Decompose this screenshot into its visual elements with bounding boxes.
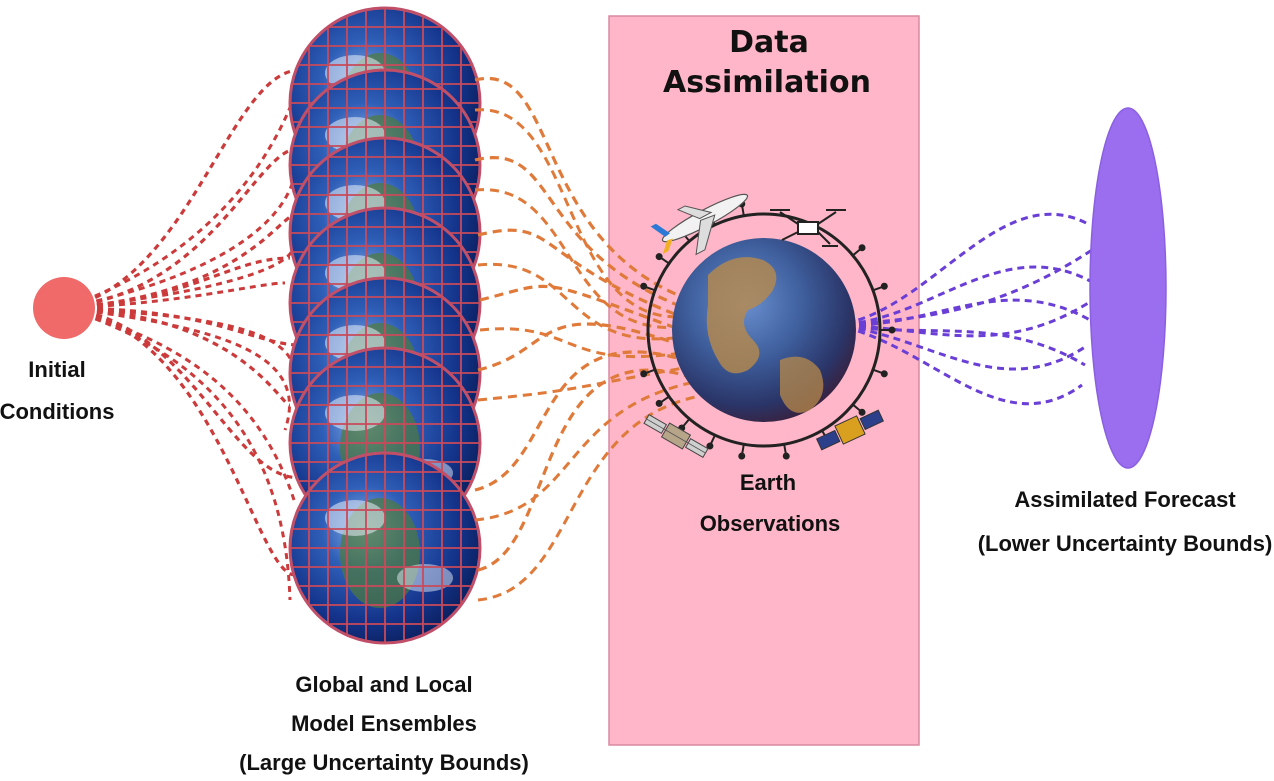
ground-station-icon [706,434,716,450]
forecast-label-line1: Assimilated Forecast [1014,487,1236,512]
observations-label-line2: Observations [700,511,841,536]
initial-link [63,306,292,601]
ensemble-link [479,284,696,337]
drone-icon [770,209,846,247]
initial-link [63,213,296,310]
initial-link [63,306,297,371]
forecast-link [834,323,1083,406]
ensemble-link [474,108,696,319]
model-ensemble-globes [288,6,482,645]
ground-station-icon [852,403,866,416]
forecast-uncertainty-ellipse [1089,107,1167,469]
ground-station-icon [655,395,670,407]
initial-label-line2: Conditions [0,399,114,424]
ground-station-icon [872,368,888,378]
initial-link [63,94,297,310]
observations-label-line1: Earth [740,470,796,495]
airplane-icon [650,193,749,256]
ensemble-link [477,322,696,372]
ensembles-label-line2: Model Ensembles [291,711,477,736]
initial-link [63,306,301,480]
ground-station-icon [782,444,790,460]
panel-title-line2: Assimilation [663,65,871,100]
ground-station-icon [738,444,746,460]
continent-shape [780,356,824,413]
ensemble-link [474,378,706,522]
initial-link [63,306,291,431]
satellite-icon [643,413,709,459]
initial-conditions-dot [33,277,95,339]
initial-link [63,172,297,310]
continent-shape [706,257,777,374]
ensemble-globe-icon [288,451,482,645]
ensemble-link [474,76,691,302]
ensemble-link [479,327,701,359]
ensemble-link [477,363,701,402]
panel-title-line1: Data [729,25,809,60]
observation-to-forecast-links [834,212,1094,406]
forecast-link [834,323,1086,367]
ground-station-icon [852,244,866,257]
ensemble-link [477,393,706,602]
ensemble-link [477,262,696,341]
ensembles-label-line3: (Large Uncertainty Bounds) [239,750,529,775]
initial-link [63,306,291,407]
initial-link [63,306,296,577]
initial-link [63,256,291,310]
ensemble-to-observation-links [474,76,706,602]
ground-station-icon [640,282,656,292]
initial-link [63,306,301,347]
forecast-label-line2: (Lower Uncertainty Bounds) [978,531,1273,556]
forecast-link [834,265,1093,327]
earth-observations-graphic [640,193,896,460]
ensembles-label-line1: Global and Local [295,672,472,697]
initial-condition-links [63,68,301,601]
ground-station-icon [640,368,656,378]
satellite-icon [815,409,885,451]
ensemble-link [474,350,701,492]
ground-station-icon [655,253,670,265]
ensemble-link [477,368,701,572]
initial-label-line1: Initial [28,357,85,382]
ground-station-icon [872,282,888,292]
ground-station-icon [880,326,896,334]
initial-link [63,281,286,310]
ensemble-link [474,156,691,312]
forecast-link [834,212,1091,327]
ensemble-link [477,228,691,322]
forecast-link [834,323,1089,371]
